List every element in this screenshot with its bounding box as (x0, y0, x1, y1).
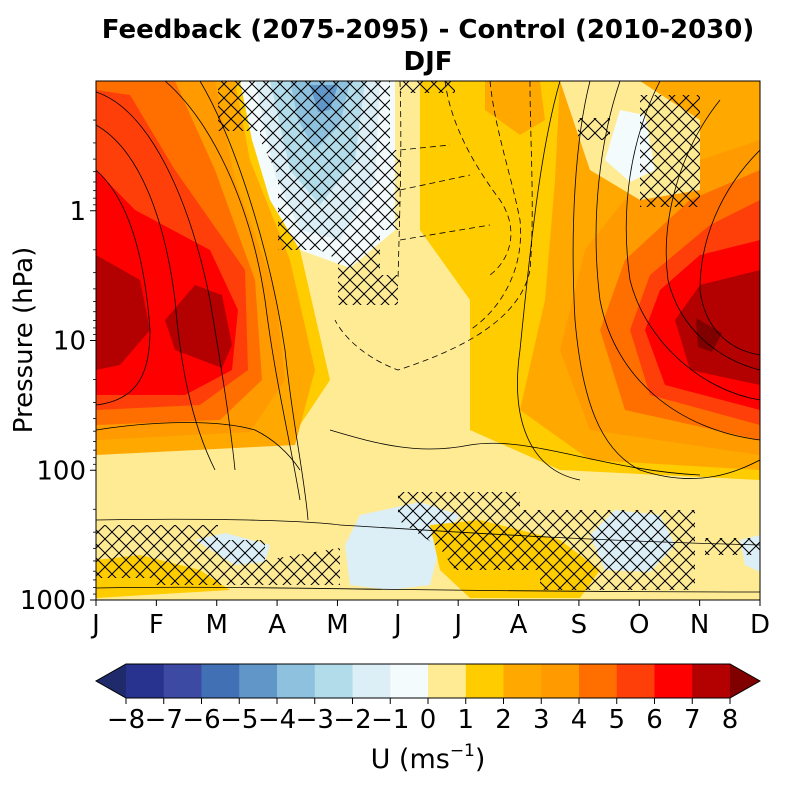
colorbar-swatch (163, 664, 202, 698)
colorbar-tick-label: 1 (457, 705, 474, 735)
filled-contours (96, 81, 760, 600)
x-tick-label: O (629, 610, 649, 640)
colorbar-tick-label: 0 (420, 705, 437, 735)
contour-fill-level-7-8-right (675, 270, 760, 385)
contour-line-positive (572, 81, 760, 479)
contour-line-positive (699, 149, 760, 356)
contour-line-negative (397, 81, 402, 281)
hatch-region (218, 81, 260, 131)
colorbar-swatch (541, 664, 580, 698)
x-tick-label: J (392, 610, 402, 640)
contour-line-positive (96, 169, 151, 406)
colorbar-tick-label: −7 (145, 705, 183, 735)
colorbar-label-close: ) (475, 744, 486, 775)
colorbar-swatch (579, 664, 618, 698)
colorbar-tick-label: −3 (296, 705, 334, 735)
x-tick-label: J (452, 610, 462, 640)
hatch-region (640, 95, 700, 207)
significance-hatching (96, 81, 760, 590)
colorbar-swatch (428, 664, 467, 698)
colorbar-label-superscript: −1 (450, 741, 475, 761)
x-tick-label: D (750, 610, 770, 640)
hatch-region (260, 81, 400, 305)
contour-line-positive (595, 81, 760, 441)
hatch-region (705, 538, 760, 555)
colorbar-tick-label: −1 (371, 705, 409, 735)
contour-fill-level-7-8-left-2 (165, 285, 232, 368)
x-tick-label: M (326, 610, 348, 640)
contour-line-negative (469, 81, 522, 331)
y-tick-label: 1 (69, 197, 86, 227)
contour-line-positive (96, 91, 236, 471)
colorbar-tick-label: −6 (182, 705, 220, 735)
contour-fill-level-0-1-center (96, 81, 760, 480)
chart-subtitle: DJF (403, 47, 452, 77)
colorbar-tick-label: 2 (495, 705, 512, 735)
x-tick-label: J (90, 610, 100, 640)
plot-area (96, 81, 760, 600)
colorbar-swatch (390, 664, 429, 698)
y-tick-label: 10 (53, 327, 86, 357)
hatch-region (96, 525, 340, 585)
y-axis-label: Pressure (hPa) (9, 247, 39, 434)
colorbar-swatch (201, 664, 240, 698)
hatch-region (398, 492, 695, 590)
x-tick-label: F (149, 610, 164, 640)
hatch-region (578, 118, 610, 140)
colorbar-swatch (654, 664, 693, 698)
colorbar-swatch (352, 664, 391, 698)
contour-line-positive (517, 81, 581, 481)
colorbar-tick-label: 3 (533, 705, 550, 735)
contour-line-negative (334, 81, 533, 371)
contour-line-positive (199, 81, 309, 521)
colorbar-tick-label: −8 (107, 705, 145, 735)
contour-line-positive (625, 81, 760, 401)
colorbar-extend-min (96, 664, 126, 698)
y-axis: 1 10 100 1000 (20, 119, 96, 616)
colorbar-tick-label: −2 (333, 705, 371, 735)
contour-line-positive (164, 81, 301, 501)
colorbar-swatch (239, 664, 278, 698)
contour-line-positive (96, 422, 301, 471)
contour-line-negative (399, 144, 491, 241)
x-tick-label: M (206, 610, 228, 640)
colorbar-tick-label: 8 (722, 705, 739, 735)
colorbar-swatch (314, 664, 353, 698)
colorbar-swatch (616, 664, 655, 698)
colorbar-tick-label: 7 (684, 705, 701, 735)
contour-fill-level-8plus-right (696, 318, 722, 352)
colorbar-tick-label: 4 (571, 705, 588, 735)
contour-line-positive (96, 586, 760, 593)
colorbar-tick-label: 5 (608, 705, 625, 735)
colorbar-swatch (692, 664, 731, 698)
contour-line-negative (444, 81, 512, 276)
colorbar: −8 −7 −6 −5 −4 −3 −2 −1 0 1 2 3 4 5 6 7 8 (94, 663, 762, 735)
colorbar-label: U (ms−1) (371, 741, 486, 775)
colorbar-swatch (277, 664, 316, 698)
colorbar-swatch (465, 664, 504, 698)
colorbar-label-text: U (ms (371, 744, 450, 775)
y-tick-label: 100 (36, 456, 86, 486)
colorbar-tick-label: −4 (258, 705, 296, 735)
x-tick-label: S (571, 610, 588, 640)
hatch-region (400, 81, 455, 93)
colorbar-tick-label: 6 (646, 705, 663, 735)
colorbar-swatch (503, 664, 542, 698)
x-tick-label: A (510, 610, 528, 640)
contour-fill-level-7-8-left (96, 255, 150, 370)
x-tick-label: A (268, 610, 286, 640)
contour-line-positive (329, 429, 701, 476)
colorbar-extend-max (730, 664, 760, 698)
colorbar-swatch (126, 664, 165, 698)
x-tick-label: N (690, 610, 709, 640)
colorbar-tick-label: −5 (220, 705, 258, 735)
y-tick-label: 1000 (20, 586, 86, 616)
chart-title: Feedback (2075-2095) - Control (2010-203… (102, 15, 755, 45)
contour-line-positive (96, 124, 216, 471)
